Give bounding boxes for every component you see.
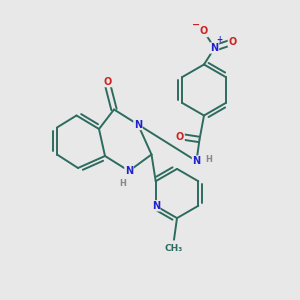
Text: O: O: [200, 26, 208, 37]
Text: H: H: [120, 179, 126, 188]
Text: N: N: [125, 166, 133, 176]
Text: N: N: [134, 119, 142, 130]
Text: O: O: [228, 37, 237, 47]
Text: O: O: [104, 76, 112, 87]
Text: N: N: [152, 201, 160, 211]
Text: +: +: [216, 35, 222, 44]
Text: O: O: [176, 131, 184, 142]
Text: CH₃: CH₃: [165, 244, 183, 253]
Text: H: H: [205, 155, 212, 164]
Text: N: N: [192, 156, 201, 166]
Text: N: N: [210, 43, 219, 53]
Text: −: −: [191, 20, 200, 30]
